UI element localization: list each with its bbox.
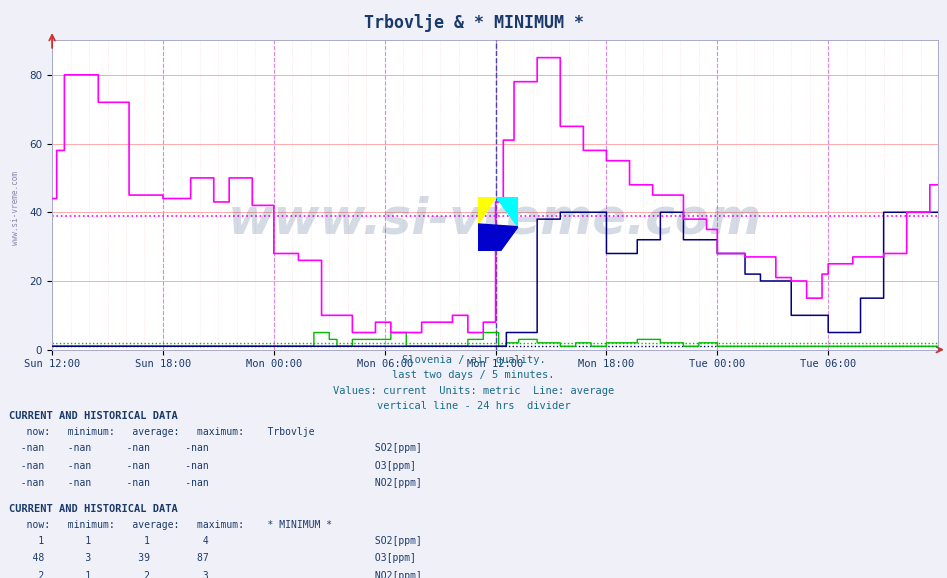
Text: now:   minimum:   average:   maximum:    * MINIMUM *: now: minimum: average: maximum: * MINIMU… [9,520,332,529]
Text: NO2[ppm]: NO2[ppm] [369,570,422,578]
Text: -nan    -nan      -nan      -nan: -nan -nan -nan -nan [9,461,209,470]
Text: CURRENT AND HISTORICAL DATA: CURRENT AND HISTORICAL DATA [9,411,178,421]
Text: SO2[ppm]: SO2[ppm] [369,443,422,453]
Text: 48       3        39        87: 48 3 39 87 [9,553,209,563]
Text: O3[ppm]: O3[ppm] [369,461,417,470]
Text: NO2[ppm]: NO2[ppm] [369,478,422,488]
Text: now:   minimum:   average:   maximum:    Trbovlje: now: minimum: average: maximum: Trbovlje [9,427,315,437]
Text: www.si-vreme.com: www.si-vreme.com [227,196,762,244]
Text: last two days / 5 minutes.: last two days / 5 minutes. [392,370,555,380]
Polygon shape [496,197,518,227]
Polygon shape [478,224,518,251]
Text: 1       1         1         4: 1 1 1 4 [9,536,209,546]
Text: CURRENT AND HISTORICAL DATA: CURRENT AND HISTORICAL DATA [9,503,178,513]
Text: Slovenia / air quality.: Slovenia / air quality. [402,355,545,365]
Text: SO2[ppm]: SO2[ppm] [369,536,422,546]
Text: -nan    -nan      -nan      -nan: -nan -nan -nan -nan [9,443,209,453]
Polygon shape [478,197,496,224]
Text: vertical line - 24 hrs  divider: vertical line - 24 hrs divider [377,401,570,410]
Text: Values: current  Units: metric  Line: average: Values: current Units: metric Line: aver… [333,386,614,395]
Text: O3[ppm]: O3[ppm] [369,553,417,563]
Text: www.si-vreme.com: www.si-vreme.com [11,171,21,245]
Text: -nan    -nan      -nan      -nan: -nan -nan -nan -nan [9,478,209,488]
Text: Trbovlje & * MINIMUM *: Trbovlje & * MINIMUM * [364,14,583,32]
Text: 2       1         2         3: 2 1 2 3 [9,570,209,578]
